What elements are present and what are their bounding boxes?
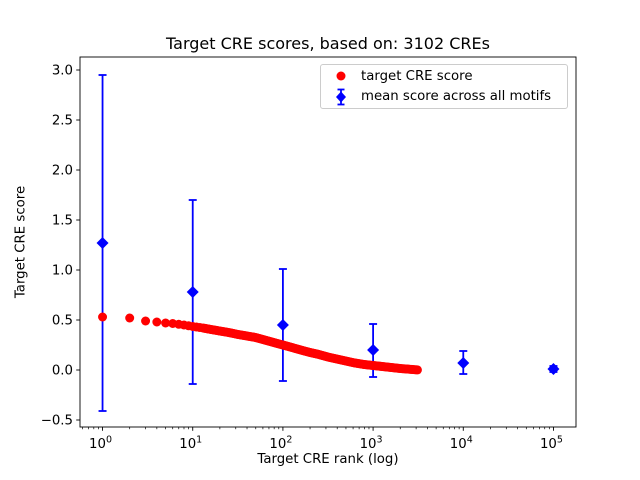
x-tick-label: 103 <box>360 435 383 453</box>
mean-score-diamond <box>186 286 199 298</box>
red-score-point <box>98 312 108 322</box>
mean-score-diamond <box>367 344 380 356</box>
chart-title: Target CRE scores, based on: 3102 CREs <box>166 34 490 53</box>
legend-blue-diamond-errorbar-icon <box>321 87 361 107</box>
y-tick-label: 0.0 <box>52 364 73 379</box>
y-tick-label: 2.0 <box>52 164 73 179</box>
red-score-point <box>141 316 151 326</box>
x-tick-label: 105 <box>540 435 563 453</box>
mean-score-diamond <box>457 357 470 369</box>
y-tick-label: −0.5 <box>41 414 73 429</box>
y-tick-label: 1.5 <box>52 214 73 229</box>
mean-score-diamond <box>96 237 109 249</box>
red-score-point <box>412 365 422 375</box>
legend-label: mean score across all motifs <box>361 89 552 105</box>
red-score-point <box>161 318 171 328</box>
legend-entry-mean-score: mean score across all motifs <box>321 87 567 106</box>
y-tick-label: 1.0 <box>52 264 73 279</box>
plot-frame <box>79 56 577 428</box>
x-axis-label: Target CRE rank (log) <box>257 452 399 467</box>
y-tick-label: 0.5 <box>52 314 73 329</box>
red-score-point <box>125 313 135 323</box>
x-tick-label: 100 <box>89 435 112 453</box>
x-tick-label: 102 <box>269 435 292 453</box>
mean-score-diamond <box>276 319 289 331</box>
y-tick-label: 2.5 <box>52 114 73 129</box>
x-tick-label: 101 <box>179 435 202 453</box>
y-tick-label: 3.0 <box>52 64 73 79</box>
legend-red-circle-icon <box>321 70 361 82</box>
red-score-point <box>152 317 162 327</box>
mean-score-diamond <box>547 363 560 375</box>
legend-entry-target-cre-score: target CRE score <box>321 67 567 86</box>
legend: target CRE score mean score across all m… <box>320 64 568 109</box>
y-axis-label: Target CRE score <box>13 185 29 299</box>
x-tick-label: 104 <box>450 435 473 453</box>
legend-label: target CRE score <box>361 68 473 84</box>
